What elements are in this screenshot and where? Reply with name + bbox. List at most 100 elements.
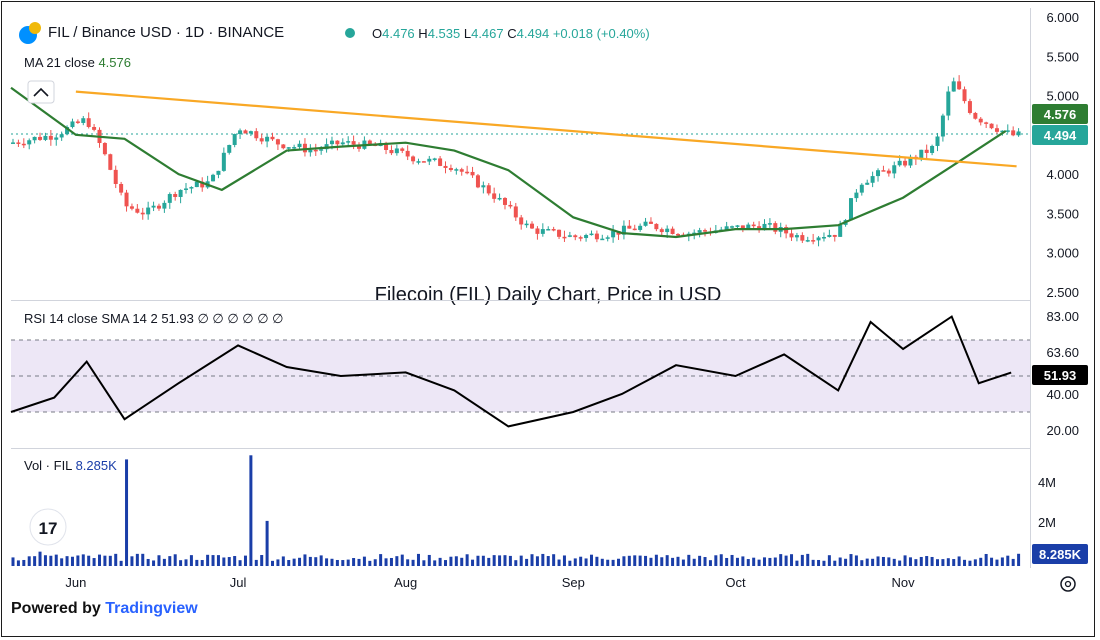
candle-body [259, 138, 264, 142]
rsi-legend[interactable]: RSI 14 close SMA 14 2 51.93 ∅ ∅ ∅ ∅ ∅ ∅ [24, 311, 284, 327]
candle-body [632, 228, 637, 231]
volume-bar [952, 559, 956, 566]
volume-bar [43, 555, 47, 566]
volume-bar [49, 555, 53, 566]
candle-body [881, 170, 886, 172]
candle-body [221, 152, 226, 171]
candle-body [32, 136, 37, 141]
candle-body [443, 165, 448, 168]
volume-bar [665, 555, 669, 566]
volume-bar [633, 555, 637, 566]
volume-bar [476, 555, 480, 566]
ma-legend[interactable]: MA 21 close 4.576 [24, 55, 131, 70]
candle-body [492, 193, 497, 199]
volume-bar [498, 555, 502, 566]
ma21-line [10, 86, 1007, 239]
candle-body [865, 182, 870, 185]
candle-body [903, 160, 908, 166]
candle-body [643, 221, 648, 226]
candle-body [265, 136, 270, 142]
collapse-chevron-icon[interactable] [27, 80, 55, 104]
volume-bar [400, 554, 404, 566]
volume-bar [687, 554, 691, 566]
candle-body [16, 142, 21, 144]
volume-bar [568, 560, 572, 566]
candle-body [308, 149, 313, 153]
candle-body [86, 118, 91, 127]
candle-body [286, 147, 291, 149]
candle-body [838, 224, 843, 237]
candle-body [140, 212, 145, 215]
candle-body [319, 149, 324, 151]
vol-value-box-text: 8.285K [1039, 547, 1082, 562]
volume-bar [119, 560, 123, 566]
candle-body [81, 118, 86, 123]
volume-bar [314, 557, 318, 566]
high-label: H [418, 26, 428, 41]
volume-bar [595, 556, 599, 566]
volume-bar [741, 556, 745, 566]
volume-bar [206, 554, 210, 566]
volume-bar [81, 554, 85, 566]
volume-bar [406, 559, 410, 566]
volume-bar [811, 559, 815, 566]
volume-bar [795, 560, 799, 566]
candle-body [405, 150, 410, 157]
footer-brand[interactable]: Tradingview [105, 600, 198, 617]
volume-bar [287, 560, 291, 566]
volume-bars [11, 455, 1021, 566]
candle-body [659, 229, 664, 233]
settings-gear-icon[interactable] [1060, 576, 1076, 592]
volume-bar [995, 559, 999, 566]
candle-body [654, 223, 659, 230]
candle-body [670, 228, 675, 234]
volume-bar [427, 554, 431, 566]
candle-body [930, 145, 935, 153]
volume-bar [162, 558, 166, 566]
candle-body [92, 126, 97, 130]
volume-bar [189, 555, 193, 566]
candle-body [540, 229, 545, 234]
candle-body [54, 137, 59, 140]
candle-body [384, 142, 389, 150]
candle-body [151, 205, 156, 208]
volume-bar [98, 554, 102, 566]
volume-bar [584, 558, 588, 566]
candle-body [232, 134, 237, 145]
candle-body [243, 130, 248, 134]
rsi-tick-label: 20.00 [1046, 423, 1079, 438]
volume-bar [833, 560, 837, 566]
time-tick-label: Aug [394, 575, 417, 590]
candle-body [102, 142, 107, 155]
symbol-title[interactable]: FIL / Binance USD · 1D · BINANCE [48, 24, 284, 41]
candle-body [48, 135, 53, 140]
time-axis: Jun Jul Aug Sep Oct Nov [65, 575, 915, 590]
time-tick-label: Oct [725, 575, 746, 590]
candle-body [346, 141, 351, 143]
candle-body [589, 233, 594, 236]
candle-body [811, 240, 816, 242]
volume-legend[interactable]: Vol · FIL 8.285K [24, 458, 117, 473]
symbol-logo-icon [19, 22, 41, 44]
candle-body [984, 122, 989, 124]
candle-body [562, 236, 567, 239]
volume-bar [573, 558, 577, 566]
rsi-tick-label: 40.00 [1046, 387, 1079, 402]
volume-bar [773, 557, 777, 566]
candle-body [940, 115, 945, 137]
candle-body [173, 194, 178, 197]
rsi-legend-value: 51.93 [161, 311, 194, 326]
candle-body [924, 149, 929, 153]
candle-body [502, 197, 507, 205]
volume-bar [644, 555, 648, 566]
candle-body [313, 149, 318, 152]
volume-bar [173, 554, 177, 566]
candle-body [389, 149, 394, 154]
candle-body [859, 184, 864, 193]
volume-bar [530, 554, 534, 566]
market-status-dot [345, 28, 355, 38]
volume-bar [844, 558, 848, 566]
volume-bar [422, 560, 426, 566]
